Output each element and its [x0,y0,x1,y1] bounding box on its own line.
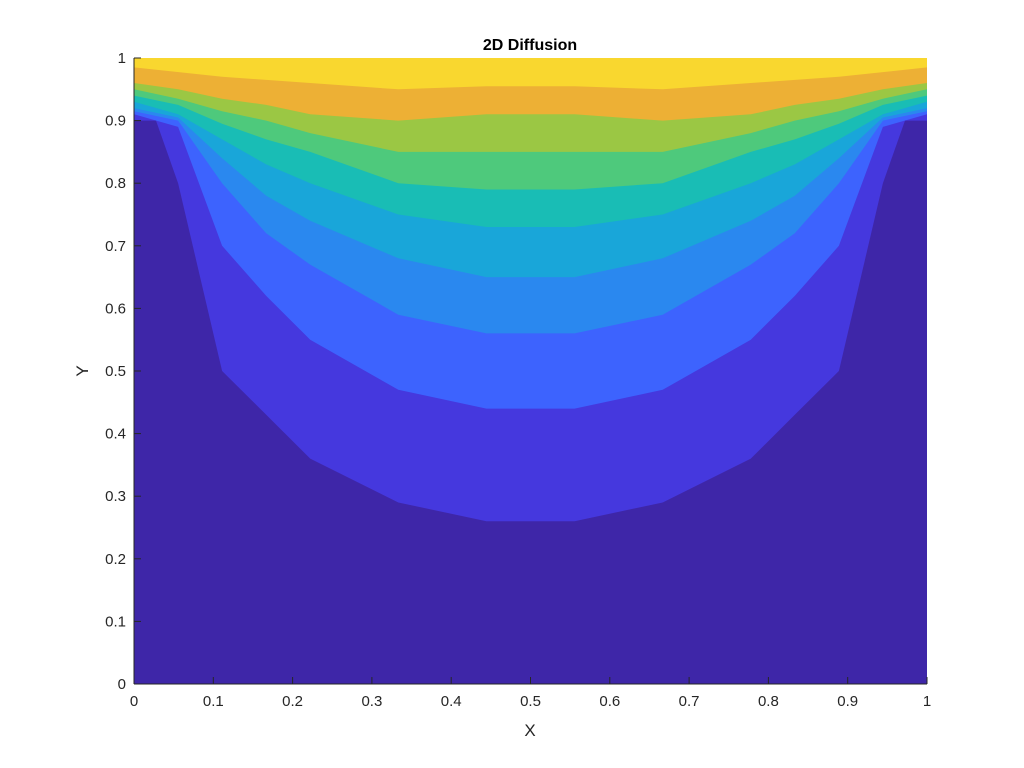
x-axis-label: X [524,721,535,740]
x-tick-label: 0.9 [837,693,858,710]
y-tick-label: 0.8 [105,175,126,192]
y-tick-label: 0.9 [105,113,126,130]
x-tick-label: 0.3 [361,693,382,710]
x-tick-label: 0.4 [441,693,462,710]
y-tick-label: 0.6 [105,300,126,317]
x-tick-label: 0.5 [520,693,541,710]
x-tick-label: 0.8 [758,693,779,710]
y-axis-label: Y [73,365,92,376]
y-tick-label: 0.4 [105,426,126,443]
x-tick-label: 1 [923,693,931,710]
y-tick-label: 0.1 [105,613,126,630]
plot-area [134,58,927,684]
x-axis: 0 0.1 0.2 0.3 0.4 0.5 0.6 0.7 0.8 0.9 1 [130,677,931,710]
x-tick-label: 0.2 [282,693,303,710]
x-tick-label: 0.1 [203,693,224,710]
y-tick-label: 0.7 [105,238,126,255]
y-tick-label: 0.3 [105,488,126,505]
x-tick-label: 0.7 [679,693,700,710]
y-tick-label: 1 [118,50,126,67]
y-axis: 0 0.1 0.2 0.3 0.4 0.5 0.6 0.7 0.8 0.9 1 [105,50,141,693]
y-tick-label: 0.5 [105,363,126,380]
x-tick-label: 0 [130,693,138,710]
x-tick-label: 0.6 [599,693,620,710]
chart-title: 2D Diffusion [483,37,577,54]
contour-band-level-9 [134,58,927,90]
y-tick-label: 0 [118,676,126,693]
y-tick-label: 0.2 [105,551,126,568]
